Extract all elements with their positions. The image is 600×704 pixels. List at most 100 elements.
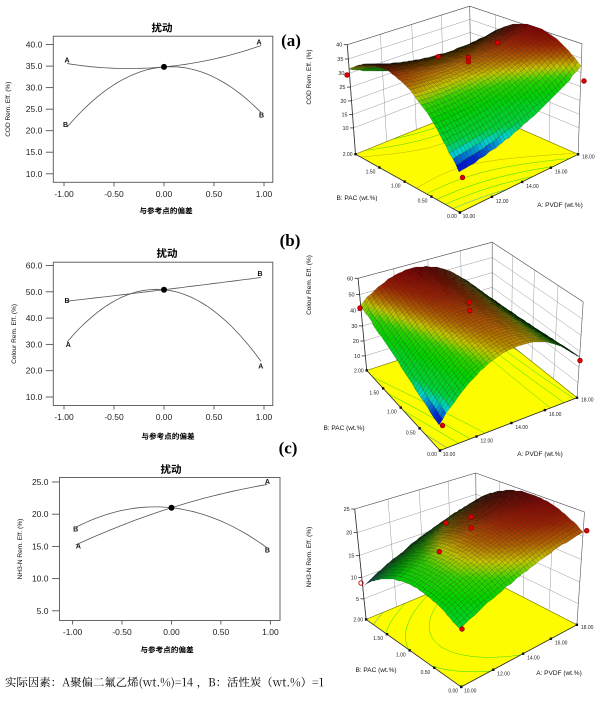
- svg-text:-0.50: -0.50: [104, 189, 124, 199]
- svg-text:A: PVDF (wt.%): A: PVDF (wt.%): [536, 670, 582, 677]
- svg-text:B: B: [259, 112, 264, 119]
- svg-text:20.0: 20.0: [26, 366, 43, 376]
- svg-text:10.00: 10.00: [463, 214, 476, 220]
- svg-text:1.00: 1.00: [387, 410, 397, 416]
- svg-text:18.00: 18.00: [581, 625, 594, 631]
- svg-text:1.50: 1.50: [369, 390, 379, 396]
- svg-text:15.0: 15.0: [26, 147, 43, 157]
- svg-text:-0.50: -0.50: [104, 412, 124, 422]
- svg-text:B: PAC (wt.%): B: PAC (wt.%): [336, 195, 377, 202]
- svg-text:14.00: 14.00: [515, 425, 528, 431]
- svg-text:12.00: 12.00: [497, 672, 510, 678]
- svg-text:B: B: [73, 526, 78, 533]
- svg-text:10.00: 10.00: [464, 688, 477, 694]
- svg-text:B: B: [64, 298, 69, 305]
- svg-text:0.50: 0.50: [421, 670, 431, 676]
- svg-text:1.00: 1.00: [396, 652, 406, 658]
- svg-text:25: 25: [339, 85, 345, 91]
- svg-text:0.00: 0.00: [163, 627, 180, 637]
- svg-text:0.50: 0.50: [213, 627, 230, 637]
- svg-text:A: A: [265, 479, 270, 486]
- svg-text:1.50: 1.50: [373, 636, 383, 642]
- svg-text:40.0: 40.0: [26, 313, 43, 323]
- svg-text:2.00: 2.00: [354, 368, 364, 374]
- svg-text:25.0: 25.0: [32, 477, 49, 487]
- svg-text:0.50: 0.50: [406, 430, 416, 436]
- svg-text:A: A: [258, 364, 263, 371]
- svg-text:B: B: [63, 122, 68, 129]
- svg-text:A: A: [64, 58, 69, 65]
- svg-text:15: 15: [341, 113, 347, 119]
- svg-text:-1.00: -1.00: [54, 412, 74, 422]
- svg-text:16.00: 16.00: [549, 412, 562, 418]
- svg-text:-1.00: -1.00: [63, 627, 83, 637]
- svg-text:10.00: 10.00: [443, 452, 456, 458]
- svg-text:5: 5: [356, 597, 359, 603]
- svg-text:12.00: 12.00: [481, 439, 494, 445]
- svg-text:25: 25: [344, 507, 350, 513]
- svg-text:2.00: 2.00: [353, 617, 363, 623]
- svg-text:1.00: 1.00: [391, 184, 401, 190]
- svg-text:0.00: 0.00: [156, 412, 173, 422]
- svg-text:12.00: 12.00: [496, 199, 509, 205]
- svg-text:10: 10: [342, 126, 348, 132]
- svg-text:20: 20: [353, 339, 359, 345]
- svg-text:35: 35: [337, 57, 343, 63]
- svg-text:18.00: 18.00: [582, 154, 595, 160]
- svg-text:COD Rem. Eff. (%): COD Rem. Eff. (%): [5, 82, 12, 137]
- svg-text:-1.00: -1.00: [54, 189, 74, 199]
- svg-text:1.50: 1.50: [366, 170, 376, 176]
- svg-text:0.00: 0.00: [447, 214, 457, 220]
- svg-text:A: A: [76, 543, 81, 550]
- svg-text:-0.50: -0.50: [112, 627, 132, 637]
- svg-text:(a): (a): [281, 31, 301, 50]
- svg-text:50: 50: [348, 293, 354, 299]
- svg-text:B: B: [257, 271, 262, 278]
- svg-text:40.0: 40.0: [26, 40, 43, 50]
- svg-text:16.00: 16.00: [555, 641, 568, 647]
- svg-text:(b): (b): [280, 231, 301, 250]
- svg-text:15: 15: [348, 553, 354, 559]
- svg-text:16.00: 16.00: [555, 170, 568, 176]
- svg-text:(c): (c): [279, 439, 298, 458]
- svg-text:1.00: 1.00: [256, 412, 273, 422]
- svg-text:20.0: 20.0: [32, 509, 49, 519]
- svg-text:30: 30: [351, 324, 357, 330]
- svg-text:A: A: [256, 40, 261, 47]
- svg-text:NH3-N Rem. Eff. (%): NH3-N Rem. Eff. (%): [17, 519, 24, 580]
- svg-text:10: 10: [354, 354, 360, 360]
- svg-text:B: B: [265, 548, 270, 555]
- svg-text:25.0: 25.0: [26, 104, 43, 114]
- svg-text:0.50: 0.50: [418, 199, 428, 205]
- svg-text:B: PAC (wt.%): B: PAC (wt.%): [323, 425, 364, 432]
- svg-text:18.00: 18.00: [581, 398, 594, 404]
- svg-text:Colour Rem. Eff. (%): Colour Rem. Eff. (%): [306, 255, 313, 315]
- svg-text:40: 40: [336, 43, 342, 49]
- svg-text:10.0: 10.0: [26, 169, 43, 179]
- svg-text:14.00: 14.00: [527, 656, 540, 662]
- svg-text:A: A: [66, 342, 71, 349]
- svg-text:14.00: 14.00: [526, 184, 539, 190]
- svg-text:0.00: 0.00: [156, 189, 173, 199]
- svg-text:A: PVDF (wt.%): A: PVDF (wt.%): [537, 202, 583, 209]
- svg-text:NH3-N Rem. Eff. (%): NH3-N Rem. Eff. (%): [306, 527, 313, 588]
- svg-text:B: PAC (wt.%): B: PAC (wt.%): [355, 667, 396, 674]
- svg-text:30.0: 30.0: [26, 339, 43, 349]
- svg-text:Colour Rem. Eff. (%): Colour Rem. Eff. (%): [11, 304, 18, 364]
- svg-text:2.00: 2.00: [343, 152, 353, 158]
- svg-text:0.50: 0.50: [206, 189, 223, 199]
- svg-text:0.00: 0.00: [448, 688, 458, 694]
- svg-text:60.0: 60.0: [26, 261, 43, 271]
- svg-text:15.0: 15.0: [32, 541, 49, 551]
- svg-text:50.0: 50.0: [26, 287, 43, 297]
- svg-text:10: 10: [351, 576, 357, 582]
- svg-text:1.00: 1.00: [256, 189, 273, 199]
- svg-text:0.00: 0.00: [427, 452, 437, 458]
- svg-text:0.50: 0.50: [206, 412, 223, 422]
- svg-text:30.0: 30.0: [26, 83, 43, 93]
- svg-text:1.00: 1.00: [262, 627, 279, 637]
- svg-text:20: 20: [346, 531, 352, 537]
- svg-text:30: 30: [338, 71, 344, 77]
- svg-text:COD Rem. Eff. (%): COD Rem. Eff. (%): [306, 49, 313, 104]
- svg-text:5.0: 5.0: [37, 606, 49, 616]
